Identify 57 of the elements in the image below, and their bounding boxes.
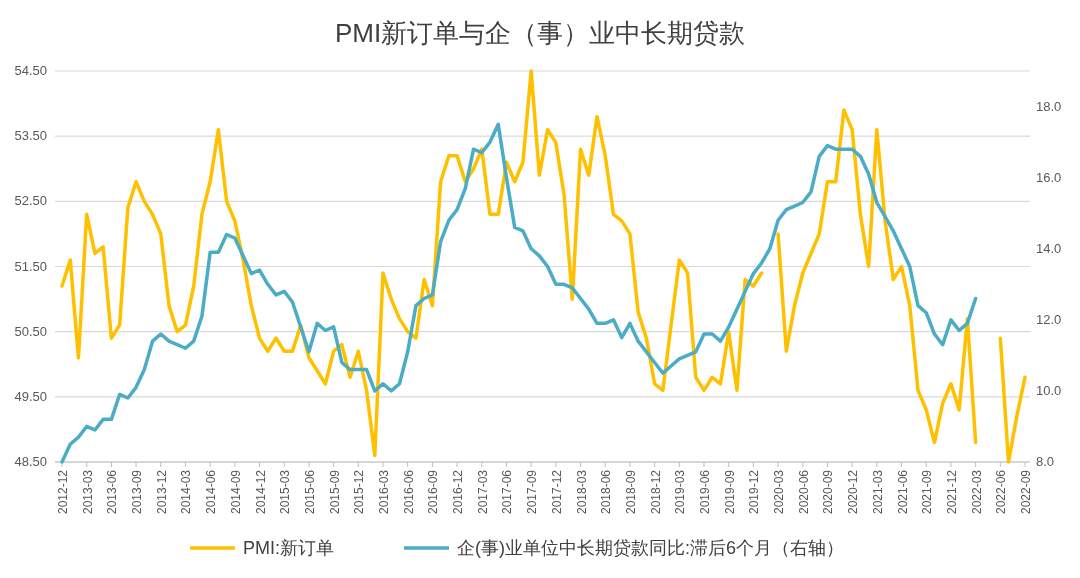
x-tick-label: 2022-03	[969, 469, 984, 515]
x-tick-label: 2020-09	[821, 469, 836, 515]
x-tick-label: 2017-03	[475, 469, 490, 515]
chart-title: PMI新订单与企（事）业中长期贷款	[334, 18, 746, 48]
x-tick-label: 2016-06	[401, 469, 416, 515]
x-tick-label: 2018-09	[623, 469, 638, 515]
x-tick-label: 2014-12	[253, 469, 268, 515]
y-tick-label: 51.50	[14, 258, 47, 274]
x-tick-label: 2021-03	[870, 469, 885, 515]
y-tick-label: 50.50	[14, 323, 47, 339]
x-tick-label: 2017-09	[525, 469, 540, 515]
y-tick-label: 48.50	[14, 454, 47, 469]
x-tick-label: 2015-06	[302, 469, 317, 515]
x-tick-label: 2016-03	[377, 469, 391, 515]
legend-label: 企(事)业单位中长期贷款同比:滞后6个月（右轴）	[457, 538, 844, 558]
x-tick-label: 2021-09	[920, 469, 935, 515]
x-tick-label: 2016-12	[451, 469, 466, 515]
x-tick-label: 2019-06	[698, 469, 712, 515]
x-tick-label: 2014-03	[179, 469, 194, 515]
y-tick-label: 52.50	[14, 193, 47, 209]
x-tick-label: 2020-03	[772, 469, 787, 515]
y2-tick-label: 18.0	[1036, 98, 1062, 114]
y-tick-label: 54.50	[14, 63, 47, 78]
x-tick-label: 2017-06	[500, 469, 515, 515]
x-tick-label: 2016-09	[426, 469, 441, 515]
x-tick-label: 2013-06	[105, 469, 120, 515]
x-tick-label: 2017-12	[549, 469, 564, 515]
x-tick-label: 2014-06	[204, 469, 219, 515]
y2-tick-label: 14.0	[1036, 240, 1062, 256]
y2-tick-label: 12.0	[1036, 311, 1062, 327]
y2-tick-label: 10.0	[1036, 382, 1062, 398]
x-tick-label: 2018-12	[648, 469, 663, 515]
x-tick-label: 2018-06	[599, 469, 614, 515]
legend-label: PMI:新订单	[243, 538, 335, 558]
x-tick-label: 2020-12	[846, 469, 861, 515]
x-tick-label: 2013-03	[80, 469, 95, 515]
y2-tick-label: 8.0	[1036, 454, 1055, 469]
y2-tick-label: 16.0	[1036, 169, 1062, 185]
x-tick-label: 2015-12	[352, 469, 367, 515]
x-tick-label: 2019-09	[722, 469, 737, 515]
x-tick-label: 2021-06	[895, 469, 910, 515]
x-tick-label: 2021-12	[944, 469, 959, 515]
x-tick-label: 2022-06	[994, 469, 1009, 515]
x-tick-label: 2014-09	[228, 469, 243, 515]
x-tick-label: 2022-09	[1019, 469, 1033, 515]
line-series	[60, 122, 978, 464]
x-tick-label: 2019-12	[747, 469, 762, 515]
x-tick-label: 2018-03	[574, 469, 589, 515]
x-tick-label: 2020-06	[796, 469, 811, 515]
x-tick-label: 2013-12	[154, 469, 169, 515]
x-tick-label: 2019-03	[673, 469, 688, 515]
x-tick-label: 2013-09	[130, 469, 145, 515]
x-tick-label: 2012-12	[56, 469, 70, 515]
y-tick-label: 49.50	[14, 388, 47, 404]
x-tick-label: 2015-09	[327, 469, 342, 515]
y-tick-label: 53.50	[14, 128, 47, 144]
x-tick-label: 2015-03	[278, 469, 293, 515]
